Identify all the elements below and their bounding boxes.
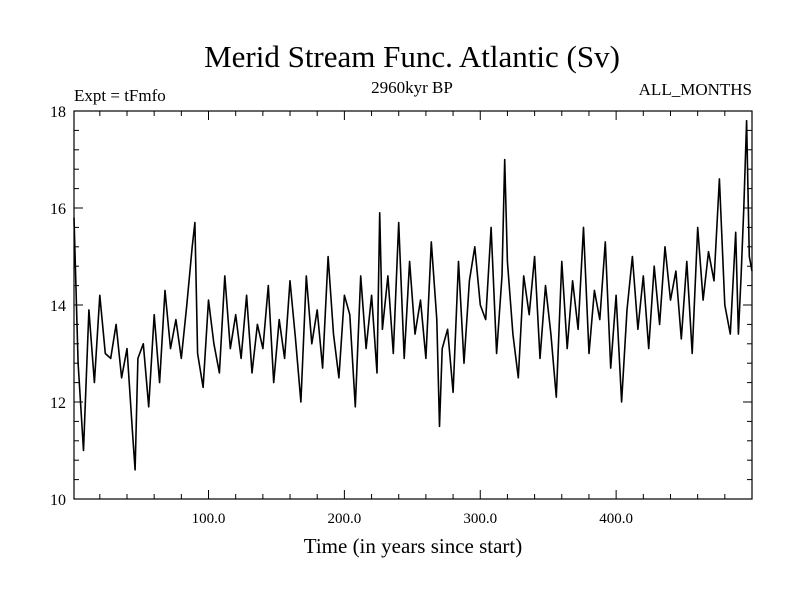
x-tick-label: 200.0 [328, 511, 362, 527]
subtitle-center: 2960kyr BP [371, 78, 453, 97]
y-tick-label: 12 [50, 395, 66, 412]
y-tick-label: 18 [50, 104, 66, 121]
y-tick-label: 10 [50, 492, 66, 509]
subtitle-left: Expt = tFmfo [74, 86, 166, 105]
y-tick-label: 16 [50, 201, 66, 218]
x-axis-label: Time (in years since start) [304, 534, 523, 558]
x-tick-label: 300.0 [463, 511, 497, 527]
x-tick-label: 400.0 [599, 511, 633, 527]
y-tick-labels: 10 12 14 16 18 [50, 104, 66, 509]
x-tick-label: 100.0 [192, 511, 226, 527]
axis-ticks [74, 111, 752, 499]
x-tick-labels: 100.0 200.0 300.0 400.0 [192, 511, 633, 527]
series-line [73, 119, 753, 471]
chart-title: Merid Stream Func. Atlantic (Sv) [204, 39, 620, 74]
plot-frame [73, 110, 753, 500]
y-tick-label: 14 [50, 298, 66, 315]
subtitle-right: ALL_MONTHS [639, 80, 752, 99]
